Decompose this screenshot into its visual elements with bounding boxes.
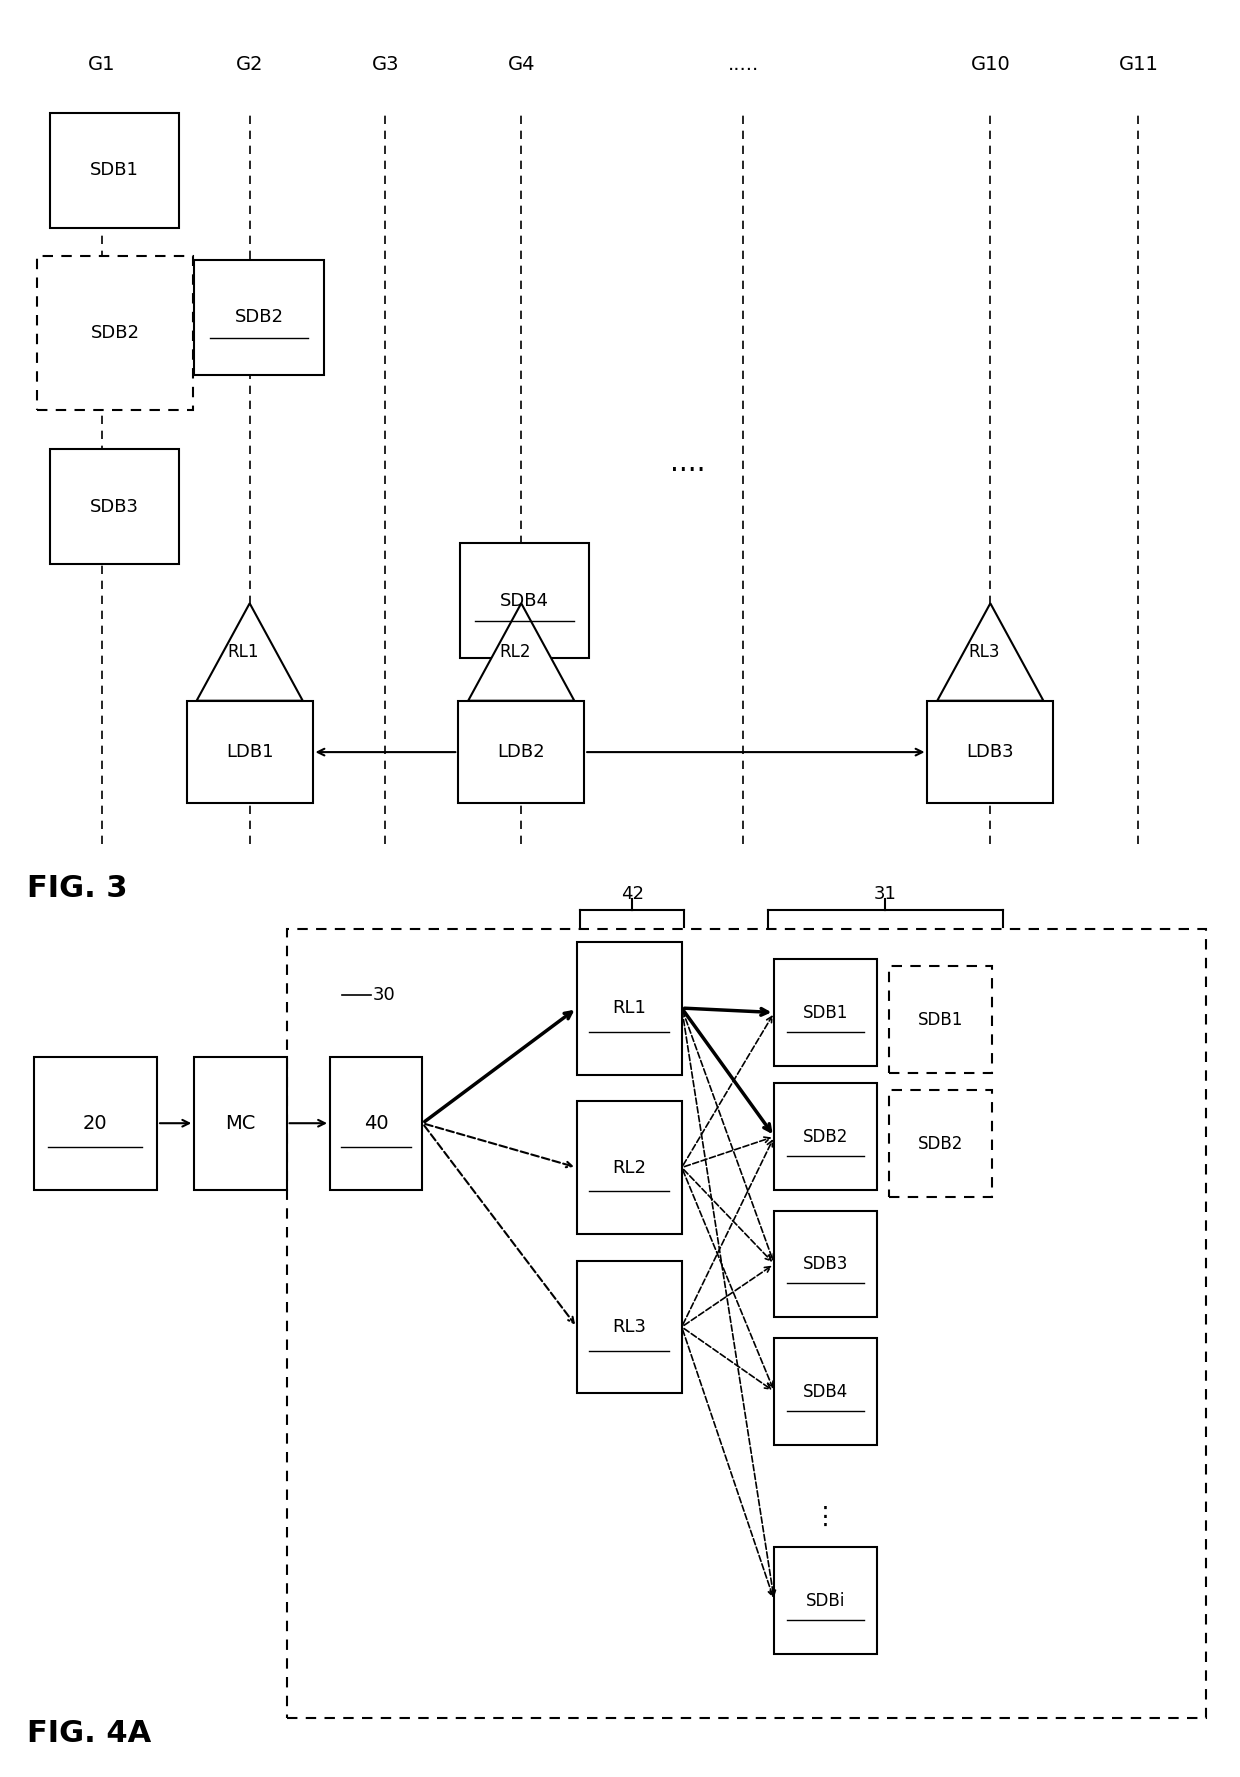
Bar	[195, 1057, 286, 1189]
Text: SDB4: SDB4	[804, 1383, 848, 1400]
Text: SDB1: SDB1	[918, 1011, 963, 1029]
Text: SDB3: SDB3	[91, 498, 139, 515]
Text: G4: G4	[507, 55, 534, 73]
Text: ....: ....	[670, 450, 706, 478]
Text: 20: 20	[83, 1114, 108, 1132]
Text: LDB3: LDB3	[966, 743, 1014, 761]
Text: FIG. 4A: FIG. 4A	[27, 1718, 151, 1747]
Text: 31: 31	[874, 885, 897, 903]
Text: G2: G2	[236, 55, 263, 73]
Polygon shape	[197, 604, 303, 700]
Bar	[50, 112, 180, 227]
Text: FIG. 3: FIG. 3	[27, 874, 128, 903]
Bar	[187, 700, 312, 803]
Text: SDB2: SDB2	[918, 1134, 963, 1153]
Bar	[774, 1548, 877, 1654]
Bar	[330, 1057, 423, 1189]
Bar	[774, 1084, 877, 1189]
Polygon shape	[469, 604, 574, 700]
Text: RL2: RL2	[500, 643, 531, 661]
Text: ⋮: ⋮	[812, 1505, 837, 1530]
Bar	[577, 1260, 682, 1393]
Text: .....: .....	[728, 55, 759, 73]
Bar	[459, 700, 584, 803]
Text: RL1: RL1	[613, 999, 646, 1016]
Text: SDB1: SDB1	[91, 162, 139, 179]
Text: LDB2: LDB2	[497, 743, 546, 761]
Text: G10: G10	[971, 55, 1011, 73]
Text: RL1: RL1	[228, 643, 259, 661]
Text: SDB2: SDB2	[802, 1127, 848, 1146]
Bar	[889, 1091, 992, 1196]
Bar	[774, 960, 877, 1066]
Text: SDBi: SDBi	[806, 1592, 846, 1610]
Text: G1: G1	[88, 55, 115, 73]
Text: SDB3: SDB3	[802, 1255, 848, 1272]
Text: G3: G3	[372, 55, 399, 73]
Bar	[774, 1210, 877, 1317]
Bar	[195, 259, 324, 375]
Polygon shape	[937, 604, 1043, 700]
Text: SDB2: SDB2	[234, 307, 284, 327]
Text: 30: 30	[373, 986, 396, 1004]
Bar	[460, 544, 589, 657]
Text: G11: G11	[1118, 55, 1158, 73]
Text: SDB4: SDB4	[500, 592, 549, 610]
Bar	[928, 700, 1053, 803]
Text: RL3: RL3	[968, 643, 999, 661]
Bar	[889, 967, 992, 1073]
Bar	[577, 942, 682, 1075]
Text: RL3: RL3	[613, 1319, 646, 1336]
Bar	[50, 450, 180, 565]
Bar	[37, 256, 193, 410]
Text: SDB2: SDB2	[91, 323, 140, 343]
Bar	[33, 1057, 157, 1189]
Bar	[577, 1102, 682, 1233]
Text: 42: 42	[621, 885, 644, 903]
Bar	[774, 1338, 877, 1445]
Text: MC: MC	[226, 1114, 255, 1132]
Text: LDB1: LDB1	[226, 743, 273, 761]
Bar	[286, 929, 1207, 1718]
Text: RL2: RL2	[613, 1159, 646, 1176]
Text: 40: 40	[363, 1114, 388, 1132]
Text: SDB1: SDB1	[802, 1004, 848, 1022]
